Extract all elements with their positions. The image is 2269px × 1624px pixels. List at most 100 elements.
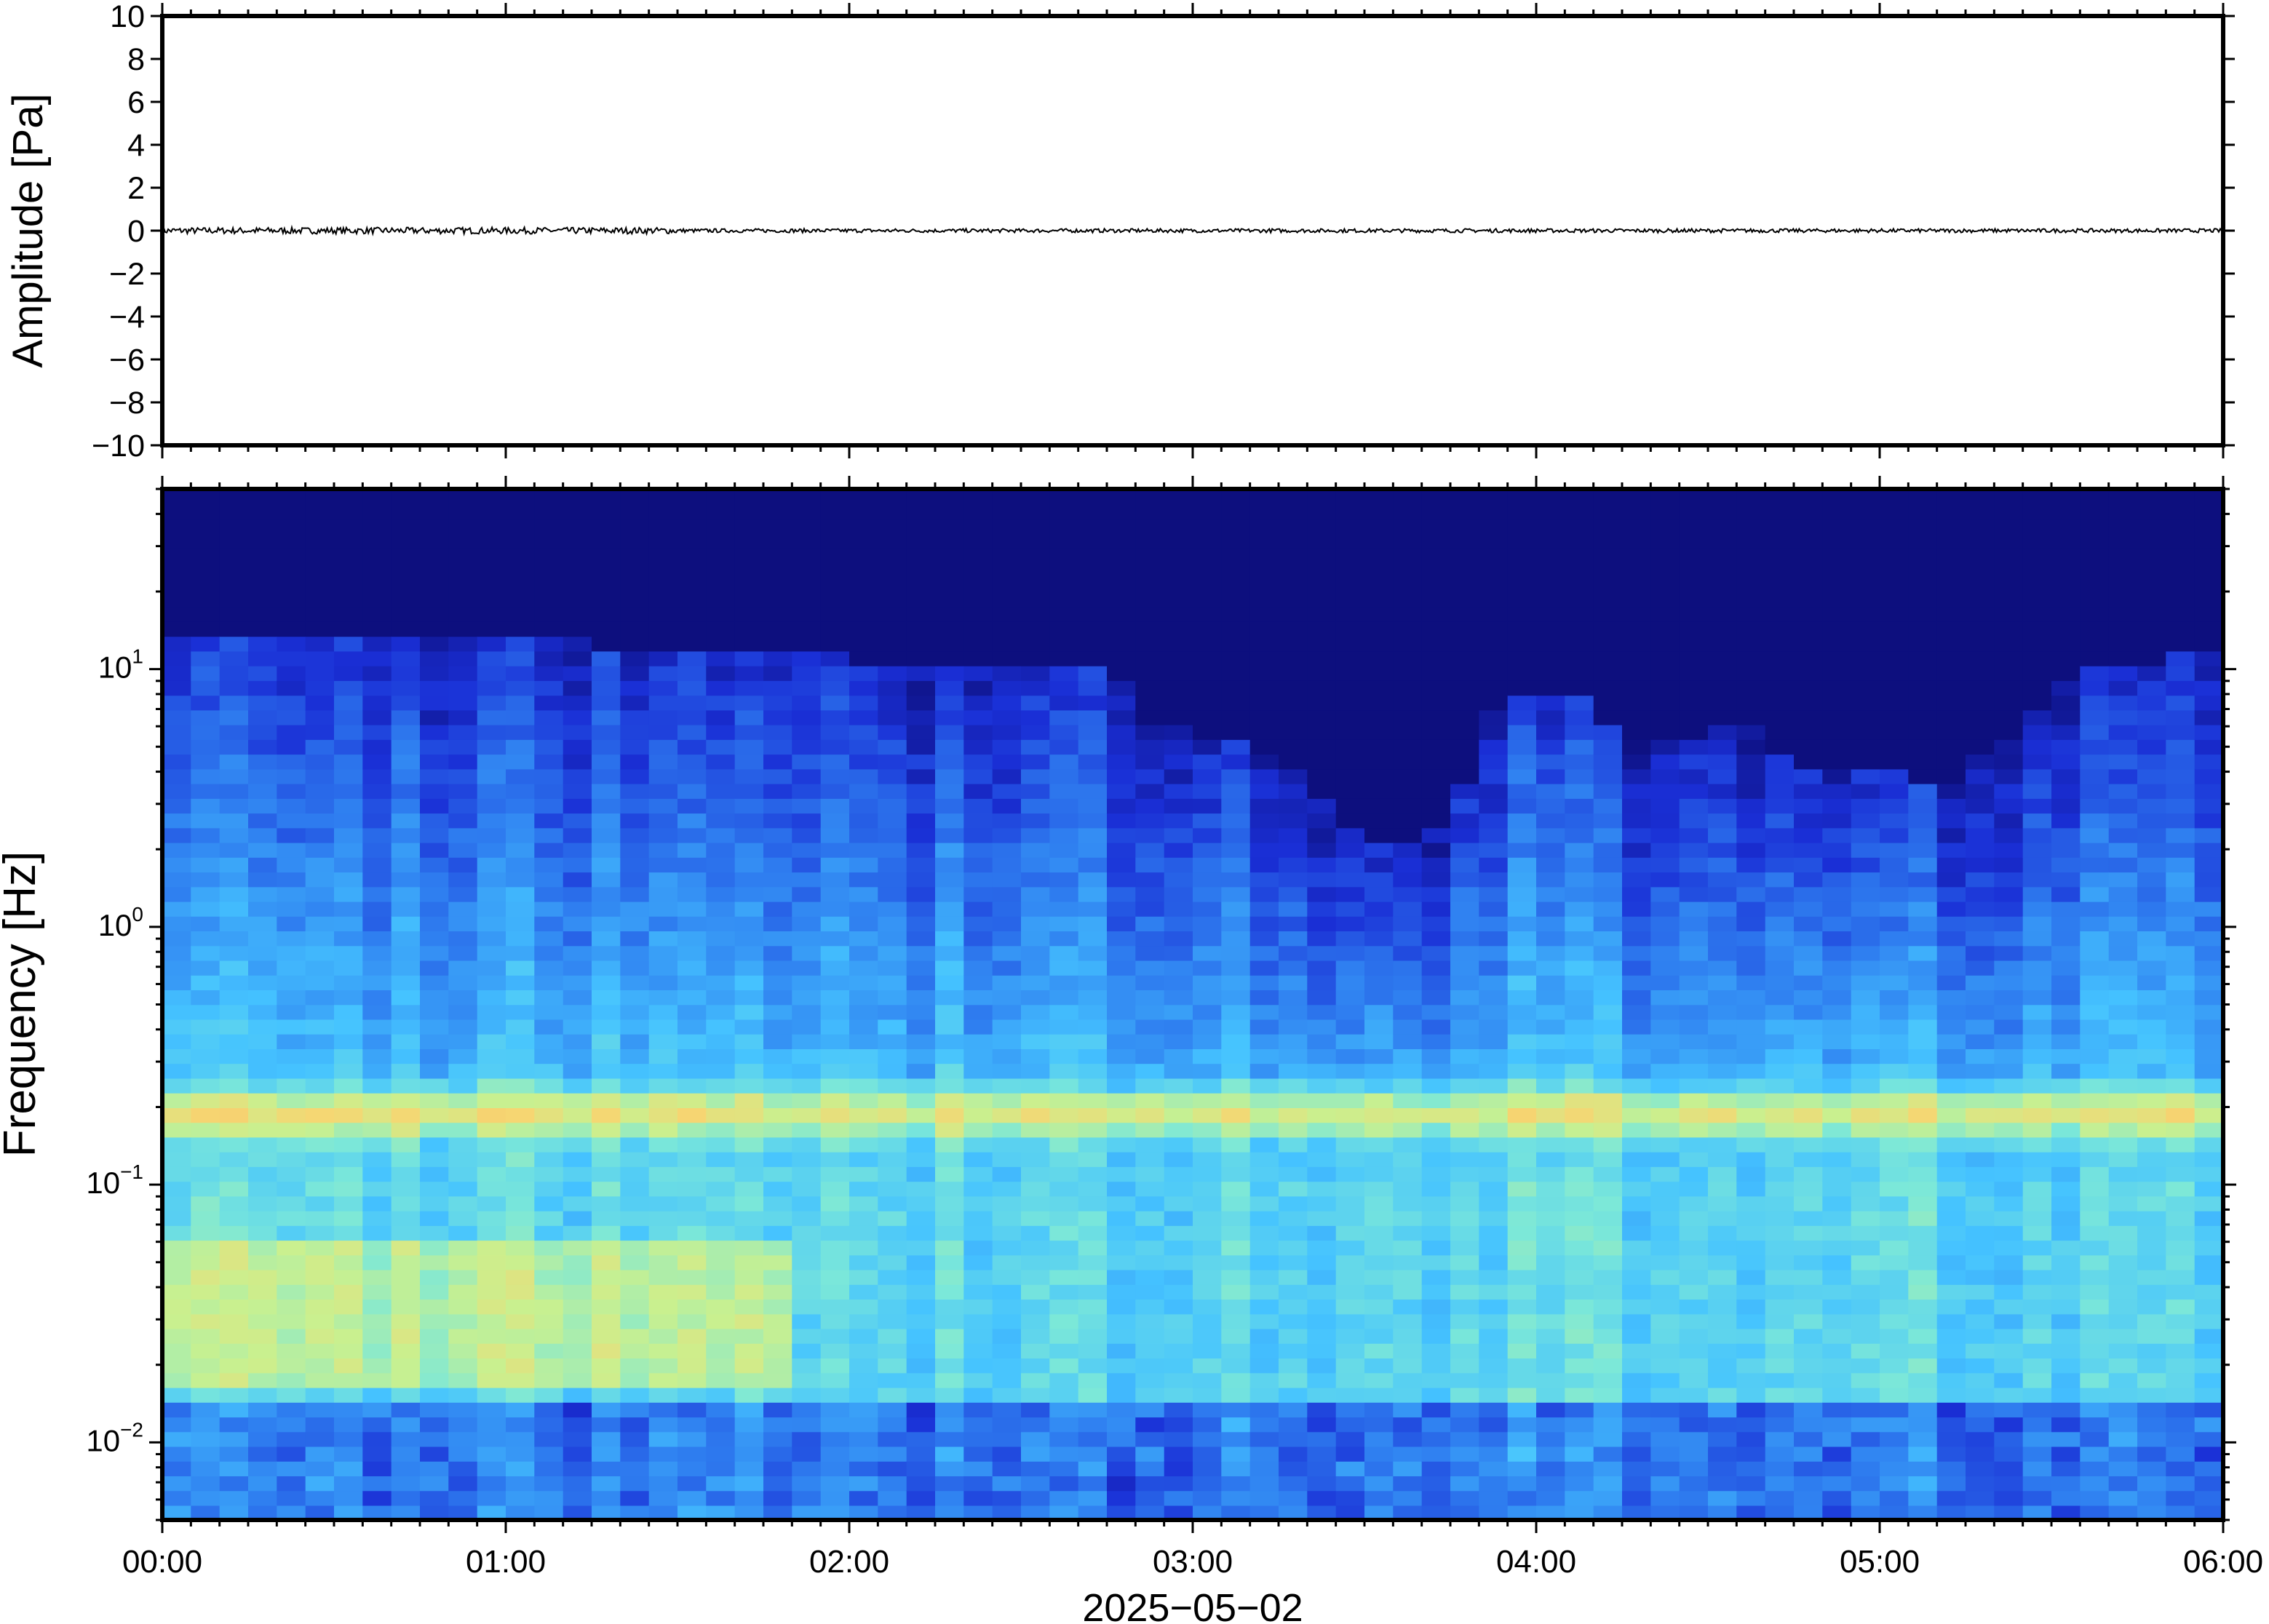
spectrogram-cell: [620, 1137, 650, 1153]
spectrogram-cell: [1107, 1210, 1137, 1226]
spectrogram-cell: [849, 665, 879, 681]
spectrogram-cell: [592, 1343, 621, 1359]
spectrogram-cell: [1078, 1078, 1108, 1094]
spectrogram-cell: [2080, 842, 2110, 858]
spectrogram-cell: [2080, 1417, 2110, 1433]
spectrogram-cell: [1221, 489, 1251, 504]
spectrogram-cell: [1393, 739, 1423, 755]
spectrogram-cell: [1650, 1048, 1680, 1064]
spectrogram-cell: [1393, 754, 1423, 770]
spectrogram-cell: [362, 1358, 392, 1374]
spectrogram-cell: [277, 533, 306, 549]
spectrogram-cell: [1393, 1078, 1423, 1094]
spectrogram-cell: [1880, 1210, 1910, 1226]
spectrogram-cell: [1851, 1299, 1880, 1315]
spectrogram-cell: [648, 1476, 678, 1492]
spectrogram-cell: [563, 562, 592, 578]
spectrogram-cell: [1193, 872, 1223, 888]
spectrogram-cell: [420, 857, 450, 873]
spectrogram-cell: [1193, 960, 1223, 976]
spectrogram-cell: [1794, 1181, 1824, 1197]
spectrogram-cell: [734, 621, 764, 637]
spectrogram-cell: [1450, 562, 1480, 578]
spectrogram-cell: [1335, 548, 1365, 563]
spectrogram-cell: [1679, 842, 1709, 858]
spectrogram-cell: [1650, 1446, 1680, 1462]
spectrogram-cell: [620, 1284, 650, 1300]
spectrogram-cell: [1880, 1019, 1910, 1035]
spectrogram-cell: [162, 1461, 192, 1476]
spectrogram-cell: [849, 1122, 879, 1138]
spectrogram-cell: [1966, 621, 1995, 637]
spectrogram-cell: [878, 931, 907, 947]
spectrogram-cell: [1078, 1417, 1108, 1433]
spectrogram-cell: [677, 1461, 707, 1476]
spectrogram-cell: [362, 1446, 392, 1462]
spectrogram-cell: [2108, 1137, 2138, 1153]
spectrogram-cell: [305, 1048, 335, 1064]
spectrogram-cell: [1221, 533, 1251, 549]
spectrogram-cell: [1049, 1151, 1079, 1167]
spectrogram-cell: [1536, 1195, 1566, 1211]
spectrogram-cell: [563, 680, 592, 696]
spectrogram-cell: [1536, 768, 1566, 784]
spectrogram-cell: [1765, 1299, 1795, 1315]
spectrogram-cell: [1393, 562, 1423, 578]
spectrogram-cell: [305, 1269, 335, 1285]
spectrogram-cell: [1880, 503, 1910, 520]
spectrogram-cell: [2080, 606, 2110, 622]
spectrogram-cell: [592, 1151, 621, 1167]
spectrogram-cell: [1536, 1210, 1566, 1226]
spectrogram-cell: [1536, 1387, 1566, 1403]
spectrogram-cell: [1507, 1254, 1537, 1270]
spectrogram-cell: [592, 1107, 621, 1123]
spectrogram-cell: [1908, 1166, 1938, 1182]
spectrogram-cell: [362, 1490, 392, 1506]
spectrogram-cell: [1479, 1313, 1509, 1329]
spectrogram-cell: [734, 1284, 764, 1300]
spectrogram-cell: [1936, 709, 1966, 725]
spectrogram-cell: [1565, 1328, 1594, 1344]
spectrogram-cell: [734, 489, 764, 504]
spectrogram-cell: [1936, 518, 1966, 534]
spectrogram-cell: [1966, 1034, 1995, 1049]
spectrogram-cell: [734, 1195, 764, 1211]
spectrogram-cell: [1021, 650, 1051, 666]
spectrogram-cell: [2051, 724, 2081, 740]
spectrogram-cell: [677, 1225, 707, 1241]
spectrogram-cell: [1078, 975, 1108, 990]
spectrogram-cell: [277, 1151, 306, 1167]
spectrogram-cell: [1049, 1034, 1079, 1049]
spectrogram-cell: [1822, 695, 1852, 711]
spectrogram-cell: [1393, 1195, 1423, 1211]
spectrogram-cell: [677, 1476, 707, 1492]
spectrogram-cell: [1307, 872, 1337, 888]
spectrogram-cell: [191, 548, 220, 563]
spectrogram-cell: [1565, 1195, 1594, 1211]
spectrogram-cell: [534, 1181, 564, 1197]
spectrogram-cell: [448, 695, 478, 711]
spectrogram-cell: [191, 1240, 220, 1256]
spectrogram-cell: [1450, 945, 1480, 961]
spectrogram-cell: [1421, 931, 1451, 947]
spectrogram-cell: [1622, 650, 1652, 666]
spectrogram-cell: [1135, 592, 1165, 608]
spectrogram-cell: [1593, 783, 1623, 799]
spectrogram-cell: [1335, 798, 1365, 814]
spectrogram-cell: [1765, 518, 1795, 534]
spectrogram-cell: [1736, 1093, 1766, 1108]
spectrogram-cell: [2022, 1122, 2052, 1138]
spectrogram-cell: [1765, 1446, 1795, 1462]
spectrogram-cell: [162, 901, 192, 917]
spectrogram-cell: [2022, 1505, 2052, 1520]
spectrogram-cell: [792, 1210, 822, 1226]
spectrogram-cell: [1421, 813, 1451, 829]
spectrogram-cell: [1679, 1461, 1709, 1476]
spectrogram-cell: [906, 636, 936, 652]
spectrogram-cell: [1164, 901, 1193, 917]
spectrogram-cell: [1794, 1019, 1824, 1035]
spectrogram-cell: [1679, 562, 1709, 578]
spectrogram-cell: [1249, 916, 1279, 931]
spectrogram-cell: [1479, 577, 1509, 593]
spectrogram-cell: [420, 518, 450, 534]
